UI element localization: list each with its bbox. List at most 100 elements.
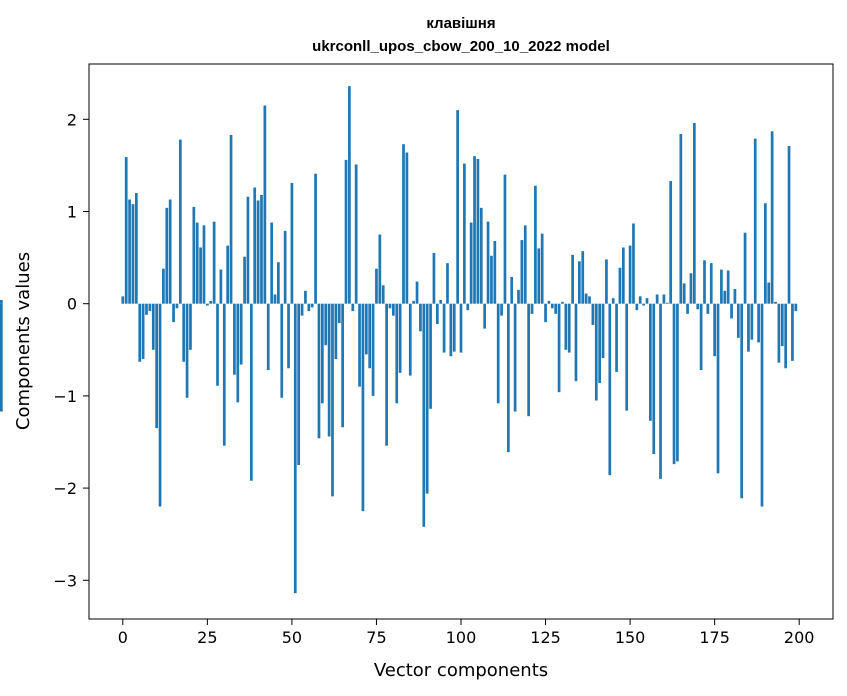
bar-53 bbox=[300, 303, 304, 316]
bar-193 bbox=[774, 301, 777, 304]
bar-101 bbox=[463, 163, 466, 304]
bar-149 bbox=[625, 303, 629, 411]
y-tick-label: 0 bbox=[67, 295, 77, 314]
bar-151 bbox=[632, 223, 635, 304]
bar-3 bbox=[131, 204, 135, 304]
bar-100 bbox=[459, 303, 463, 353]
bar-130 bbox=[561, 301, 564, 304]
y-tick-label: 1 bbox=[67, 203, 77, 222]
bar-98 bbox=[452, 303, 456, 352]
bar-166 bbox=[682, 283, 686, 304]
bar-34 bbox=[236, 303, 240, 403]
bar-167 bbox=[686, 303, 689, 314]
bar-56 bbox=[310, 303, 314, 308]
x-tick-label: 0 bbox=[118, 628, 128, 647]
bar-95 bbox=[442, 303, 446, 353]
bar-116 bbox=[513, 303, 517, 412]
bar-119 bbox=[523, 225, 527, 304]
bar-137 bbox=[584, 293, 588, 304]
bar-55 bbox=[307, 303, 311, 312]
bar-47 bbox=[280, 303, 284, 398]
bar-195 bbox=[780, 303, 784, 347]
y-tick-label: 2 bbox=[67, 110, 77, 129]
bar-169 bbox=[692, 123, 696, 304]
bar-52 bbox=[297, 303, 301, 466]
bar-144 bbox=[608, 303, 612, 476]
bar-152 bbox=[635, 303, 639, 311]
bar-199 bbox=[794, 303, 798, 312]
y-axis: −3 −2 −1 0 1 2 bbox=[53, 110, 89, 590]
bar-183 bbox=[740, 303, 744, 499]
bar-177 bbox=[720, 269, 723, 304]
y-tick-label: −1 bbox=[53, 387, 77, 406]
chart-title: клавішня bbox=[426, 15, 495, 32]
bar-45 bbox=[273, 294, 277, 304]
bar-184 bbox=[743, 232, 747, 304]
bar-172 bbox=[703, 260, 706, 304]
bar-18 bbox=[182, 303, 186, 362]
bar-159 bbox=[659, 303, 662, 479]
bar-20 bbox=[189, 303, 192, 350]
bar-162 bbox=[669, 181, 673, 304]
bar-89 bbox=[422, 303, 426, 527]
bar-122 bbox=[534, 185, 537, 304]
bar-134 bbox=[574, 303, 578, 382]
bar-undefined bbox=[0, 303, 3, 412]
bar-154 bbox=[642, 303, 645, 306]
bar-40 bbox=[256, 200, 260, 304]
bar-36 bbox=[243, 256, 246, 304]
bar-74 bbox=[371, 303, 375, 396]
bar-88 bbox=[419, 303, 422, 332]
bar-194 bbox=[777, 303, 781, 363]
bar-96 bbox=[446, 263, 449, 304]
bar-127 bbox=[550, 303, 554, 309]
bar-107 bbox=[483, 303, 487, 329]
bar-138 bbox=[588, 296, 591, 304]
bar-108 bbox=[486, 221, 490, 304]
bar-92 bbox=[432, 253, 436, 304]
bar-42 bbox=[263, 105, 267, 304]
bar-59 bbox=[320, 303, 324, 404]
bar-16 bbox=[175, 303, 179, 309]
bar-176 bbox=[716, 303, 720, 474]
bar-114 bbox=[506, 303, 510, 453]
bar-118 bbox=[520, 240, 524, 304]
bar-66 bbox=[344, 159, 348, 304]
bar-69 bbox=[354, 164, 358, 304]
bar-76 bbox=[378, 234, 382, 304]
bar-9 bbox=[151, 303, 155, 350]
bar-132 bbox=[567, 303, 571, 353]
bar-123 bbox=[537, 248, 541, 304]
bar-186 bbox=[750, 303, 754, 340]
bar-81 bbox=[395, 303, 399, 404]
bar-62 bbox=[331, 303, 334, 497]
bar-51 bbox=[293, 303, 297, 594]
bar-164 bbox=[676, 303, 679, 462]
bar-25 bbox=[206, 303, 209, 306]
bar-125 bbox=[544, 303, 547, 323]
bars-group bbox=[0, 86, 798, 594]
bar-147 bbox=[618, 267, 622, 304]
bar-181 bbox=[733, 288, 737, 304]
bar-189 bbox=[760, 303, 764, 507]
bar-12 bbox=[162, 268, 165, 304]
bar-undefined bbox=[0, 300, 3, 304]
bar-37 bbox=[246, 196, 250, 304]
bar-110 bbox=[493, 241, 497, 304]
bar-14 bbox=[168, 199, 172, 304]
bar-32 bbox=[229, 134, 233, 304]
bar-129 bbox=[557, 303, 561, 393]
bar-0 bbox=[121, 296, 125, 304]
bar-174 bbox=[709, 263, 713, 304]
y-tick-label: −2 bbox=[53, 479, 77, 498]
bar-104 bbox=[473, 156, 476, 304]
bar-139 bbox=[591, 303, 595, 325]
bar-93 bbox=[435, 303, 439, 324]
bar-168 bbox=[689, 273, 693, 304]
bar-2 bbox=[128, 199, 131, 304]
bar-158 bbox=[655, 294, 659, 304]
bar-157 bbox=[652, 303, 656, 454]
bar-19 bbox=[185, 303, 189, 398]
bar-182 bbox=[736, 303, 740, 338]
bar-28 bbox=[216, 303, 219, 386]
